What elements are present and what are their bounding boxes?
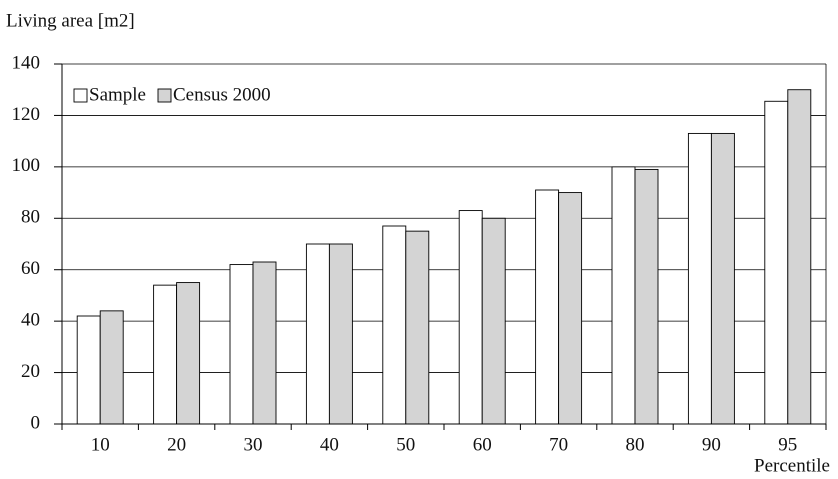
legend-swatch: [73, 88, 88, 103]
y-tick-label: 20: [21, 361, 40, 382]
x-axis-label: Percentile: [754, 455, 830, 476]
bar: [153, 284, 178, 425]
bar: [535, 189, 560, 425]
bar: [328, 243, 353, 425]
x-tick-label: 60: [473, 434, 492, 455]
bar: [611, 166, 636, 425]
y-tick-label: 120: [12, 104, 41, 125]
y-tick-label: 0: [31, 412, 41, 433]
x-tick-label: 10: [91, 434, 110, 455]
bar: [382, 225, 407, 425]
y-tick-label: 60: [21, 258, 40, 279]
x-tick-label: 80: [626, 434, 645, 455]
bar: [634, 168, 659, 425]
legend-label: Census 2000: [173, 84, 271, 105]
bar: [252, 261, 277, 425]
bar: [76, 315, 101, 425]
x-tick-label: 50: [396, 434, 415, 455]
bar: [687, 132, 712, 425]
bar: [481, 217, 506, 425]
bar: [305, 243, 330, 425]
bar: [458, 210, 483, 425]
x-tick-label: 90: [702, 434, 721, 455]
bar: [176, 282, 201, 425]
bar: [99, 310, 124, 425]
y-tick-label: 100: [12, 155, 41, 176]
y-axis-label: Living area [m2]: [6, 10, 135, 31]
bar: [229, 264, 254, 425]
y-tick-label: 40: [21, 310, 40, 331]
x-tick-label: 95: [778, 434, 797, 455]
bar: [405, 230, 430, 425]
legend-label: Sample: [89, 84, 146, 105]
x-tick-label: 40: [320, 434, 339, 455]
x-tick-label: 20: [167, 434, 186, 455]
x-tick-label: 70: [549, 434, 568, 455]
bar: [787, 89, 812, 425]
bar: [558, 192, 583, 425]
y-tick-label: 140: [12, 52, 41, 73]
bar: [710, 132, 735, 425]
bar: [764, 100, 789, 425]
x-tick-label: 30: [244, 434, 263, 455]
y-tick-label: 80: [21, 207, 40, 228]
legend-swatch: [157, 88, 172, 103]
